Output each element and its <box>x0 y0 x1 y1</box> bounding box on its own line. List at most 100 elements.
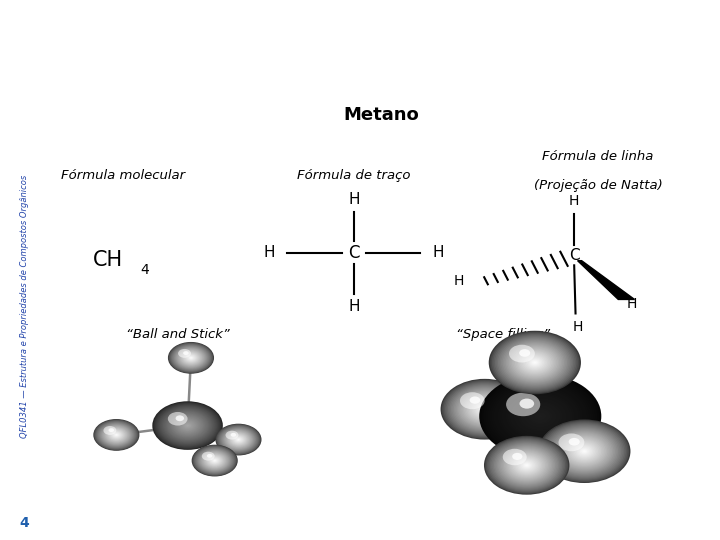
Circle shape <box>236 438 240 441</box>
Text: 4: 4 <box>19 516 30 530</box>
Circle shape <box>204 453 225 468</box>
Circle shape <box>159 406 216 445</box>
Circle shape <box>547 426 621 477</box>
Circle shape <box>582 450 586 453</box>
Circle shape <box>99 423 134 447</box>
Circle shape <box>458 391 511 428</box>
Circle shape <box>512 347 558 379</box>
Circle shape <box>174 346 208 369</box>
Circle shape <box>172 415 203 436</box>
Circle shape <box>474 402 495 416</box>
Circle shape <box>104 426 117 435</box>
Circle shape <box>176 415 184 421</box>
Circle shape <box>166 410 210 441</box>
Circle shape <box>228 432 249 447</box>
Circle shape <box>524 355 546 370</box>
Circle shape <box>96 421 136 449</box>
Circle shape <box>509 345 561 381</box>
Circle shape <box>539 420 631 483</box>
Circle shape <box>487 438 567 492</box>
Circle shape <box>114 433 119 436</box>
Circle shape <box>184 353 199 363</box>
Circle shape <box>497 444 557 486</box>
Circle shape <box>500 388 581 444</box>
Circle shape <box>156 404 220 448</box>
Circle shape <box>530 409 551 423</box>
Circle shape <box>563 436 606 466</box>
Circle shape <box>99 423 133 447</box>
Circle shape <box>490 332 580 393</box>
Circle shape <box>109 430 123 440</box>
Circle shape <box>480 374 601 458</box>
Circle shape <box>505 393 575 440</box>
Circle shape <box>174 346 209 370</box>
Circle shape <box>186 355 196 361</box>
Circle shape <box>505 450 548 480</box>
Circle shape <box>222 428 255 451</box>
Text: “Space filling”: “Space filling” <box>456 328 550 341</box>
Circle shape <box>449 385 520 434</box>
Text: H: H <box>348 192 359 206</box>
Circle shape <box>505 342 564 383</box>
Circle shape <box>207 455 222 466</box>
Circle shape <box>514 456 539 474</box>
Circle shape <box>184 423 191 428</box>
Circle shape <box>470 399 500 420</box>
Circle shape <box>194 447 235 474</box>
Circle shape <box>100 424 132 446</box>
Circle shape <box>217 426 259 454</box>
Circle shape <box>495 444 558 487</box>
Circle shape <box>517 458 536 472</box>
Circle shape <box>580 448 589 455</box>
Circle shape <box>212 458 217 463</box>
Circle shape <box>173 345 210 370</box>
Circle shape <box>94 419 140 451</box>
Circle shape <box>181 352 200 364</box>
Text: QFL0341 — Estrutura e Propriedades de Compostos Orgânicos: QFL0341 — Estrutura e Propriedades de Co… <box>20 175 29 438</box>
Circle shape <box>184 353 198 362</box>
Circle shape <box>498 446 555 485</box>
Text: C: C <box>348 244 359 262</box>
Circle shape <box>577 446 592 456</box>
Circle shape <box>171 344 211 372</box>
Circle shape <box>95 420 138 450</box>
Circle shape <box>564 437 604 465</box>
Circle shape <box>198 449 232 472</box>
Circle shape <box>514 398 567 435</box>
Circle shape <box>510 454 544 477</box>
Circle shape <box>176 348 206 368</box>
Circle shape <box>235 437 243 442</box>
Circle shape <box>507 343 562 382</box>
Circle shape <box>509 345 535 362</box>
Circle shape <box>452 387 517 431</box>
Circle shape <box>566 438 603 464</box>
Circle shape <box>469 398 501 420</box>
Circle shape <box>490 440 564 491</box>
Circle shape <box>581 449 588 454</box>
Circle shape <box>476 403 493 415</box>
Circle shape <box>181 351 201 364</box>
Circle shape <box>107 429 125 441</box>
Circle shape <box>109 428 114 432</box>
Circle shape <box>480 406 489 412</box>
Circle shape <box>180 350 202 365</box>
Circle shape <box>495 335 575 390</box>
Circle shape <box>200 450 229 471</box>
Circle shape <box>185 424 190 427</box>
Circle shape <box>491 441 562 490</box>
Circle shape <box>504 341 566 384</box>
Circle shape <box>109 430 124 440</box>
Circle shape <box>210 457 220 464</box>
Circle shape <box>484 436 570 495</box>
Circle shape <box>461 393 508 426</box>
Circle shape <box>464 395 505 423</box>
Circle shape <box>559 434 609 468</box>
Text: CH: CH <box>93 249 122 270</box>
Circle shape <box>168 412 188 426</box>
Circle shape <box>164 409 211 442</box>
Circle shape <box>111 431 122 438</box>
Circle shape <box>508 453 545 478</box>
Circle shape <box>229 433 248 446</box>
Circle shape <box>197 448 233 473</box>
Circle shape <box>192 446 237 476</box>
